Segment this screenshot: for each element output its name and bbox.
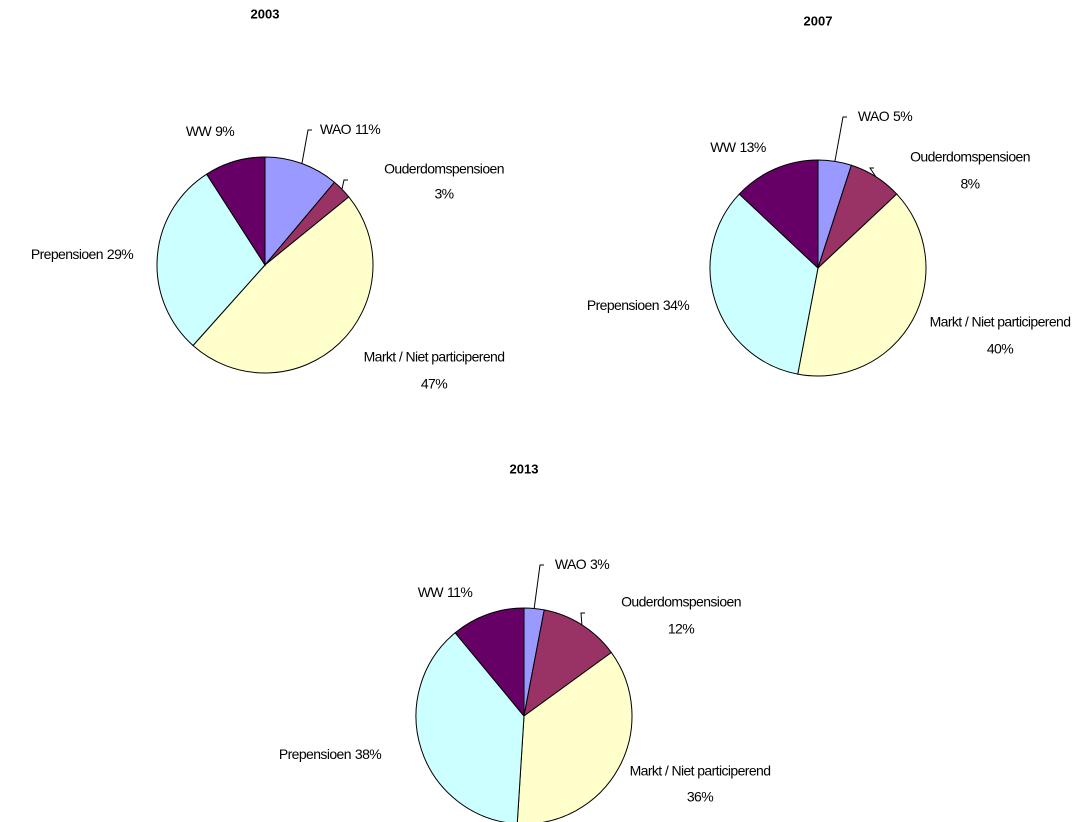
pie-slice [415, 632, 525, 822]
slice-label-group: Prepensioen 34% [587, 297, 689, 313]
chart-title: 2013 [510, 461, 539, 476]
slice-value-label: 29% [107, 246, 133, 262]
slice-value-label: 12% [668, 621, 694, 637]
slice-label: WAO [858, 108, 890, 124]
slice-label: Prepensioen [31, 246, 103, 262]
slice-label: Ouderdomspensioen [384, 161, 504, 177]
slice-label: Markt / Niet participerend [364, 349, 505, 365]
slice-value-label: 47% [421, 376, 447, 392]
slice-label-group: WAO 3% [555, 556, 609, 572]
slice-value-label: 5% [893, 108, 912, 124]
slice-label: WW [186, 123, 213, 139]
slice-value-label: 36% [687, 789, 713, 805]
slice-value-label: 8% [960, 176, 979, 192]
slice-label: Ouderdomspensioen [910, 149, 1030, 165]
slice-label-group: Prepensioen 38% [279, 746, 381, 762]
chart-title: 2003 [251, 6, 280, 21]
slice-value-label: 11% [447, 584, 472, 600]
slice-label: Markt / Niet participerend [930, 314, 1071, 330]
slice-label-group: Prepensioen 29% [31, 246, 133, 262]
slice-label: WW [418, 584, 445, 600]
slice-label-group: WAO 11% [320, 121, 380, 137]
slice-label: Markt / Niet participerend [630, 763, 771, 779]
pie-slice [738, 159, 819, 270]
pie-slice [454, 607, 525, 718]
slice-label-group: WW 11% [418, 584, 473, 600]
slice-value-label: 34% [663, 297, 689, 313]
slice-label: Prepensioen [587, 297, 659, 313]
slice-value-label: 3% [434, 186, 453, 202]
slice-label: Ouderdomspensioen [621, 594, 741, 610]
slice-value-label: 3% [590, 556, 609, 572]
leader-line [869, 167, 877, 178]
slice-value-label: 9% [215, 123, 234, 139]
slice-value-label: 38% [355, 746, 381, 762]
slice-label: WAO [555, 556, 587, 572]
leader-line [341, 179, 348, 190]
leader-line [301, 129, 312, 164]
slice-label-group: WW 13% [710, 139, 766, 155]
pie-slice [192, 196, 374, 374]
pie-slice [205, 156, 266, 267]
slice-label-group: WW 9% [186, 123, 234, 139]
pie-slice [797, 193, 927, 377]
pie-slice [709, 193, 819, 375]
pie-slice [264, 156, 336, 267]
chart-title: 2007 [804, 13, 833, 28]
slice-value-label: 40% [987, 341, 1013, 357]
leader-line [580, 612, 585, 625]
slice-label-group: WAO 5% [858, 108, 912, 124]
leader-line [533, 564, 544, 609]
slice-label: WW [710, 139, 737, 155]
leader-line [834, 116, 847, 162]
slice-label: WAO [320, 121, 352, 137]
slice-label: Prepensioen [279, 746, 351, 762]
pie-slice [156, 173, 266, 347]
slice-value-label: 13% [740, 139, 766, 155]
slice-value-label: 11% [355, 121, 380, 137]
